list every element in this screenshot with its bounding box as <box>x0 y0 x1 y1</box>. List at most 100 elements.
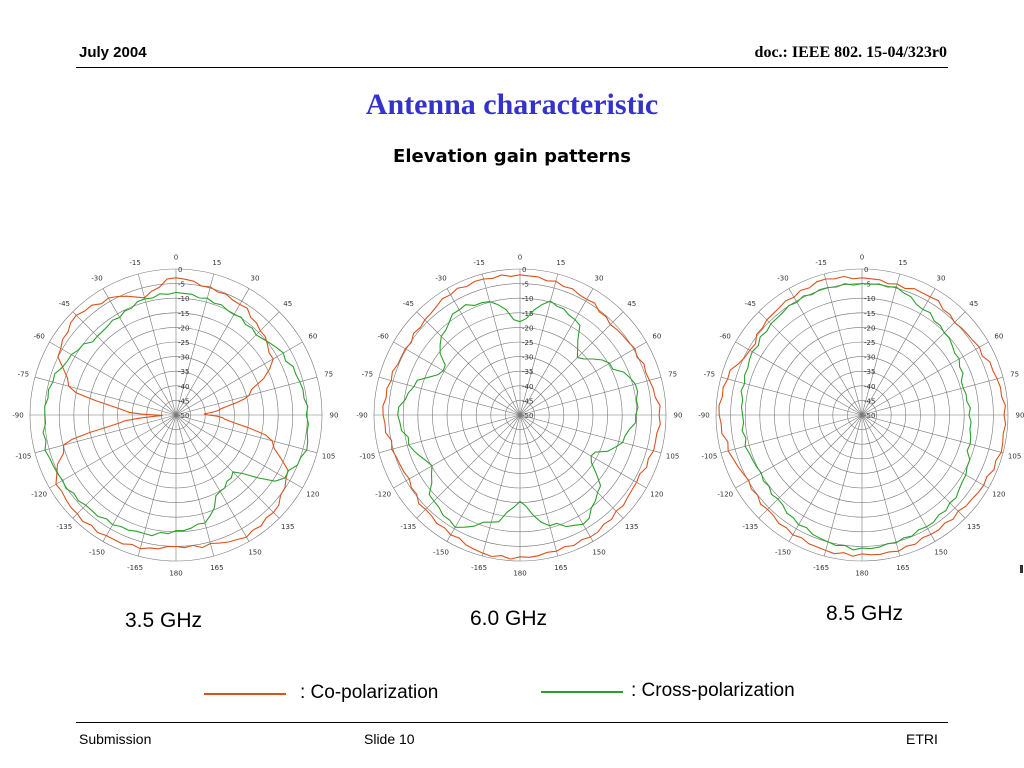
angle-tick-label: 30 <box>251 275 260 283</box>
angle-tick-label: -135 <box>400 523 416 531</box>
radial-tick-label: -40 <box>864 383 875 391</box>
radial-tick-label: -15 <box>522 310 533 318</box>
angle-tick-label: 0 <box>860 254 864 262</box>
angle-tick-label: 180 <box>855 570 868 578</box>
polar-grid-ring <box>29 268 323 562</box>
radial-tick-label: -50 <box>864 412 875 420</box>
polar-grid-spoke <box>393 341 521 416</box>
polar-grid-ring <box>88 327 264 503</box>
legend-co-line <box>204 693 286 695</box>
polar-grid-ring <box>131 370 221 460</box>
polar-grid-spoke <box>735 341 863 416</box>
angle-tick-label: 165 <box>210 564 223 572</box>
angle-tick-label: 0 <box>518 254 522 262</box>
angle-tick-label: -105 <box>15 452 31 460</box>
angle-tick-label: 90 <box>1016 412 1024 420</box>
angle-tick-label: 105 <box>322 452 335 460</box>
polar-grid-spoke <box>861 414 989 489</box>
radial-tick-label: -35 <box>864 368 875 376</box>
angle-tick-label: 165 <box>554 564 567 572</box>
angle-tick-label: 60 <box>308 333 317 341</box>
radial-tick-label: -45 <box>522 397 533 405</box>
angle-tick-label: -120 <box>717 491 733 499</box>
polar-grid-spoke <box>481 414 521 557</box>
polar-grid-spoke <box>861 376 1004 416</box>
polar-grid-spoke <box>102 288 177 416</box>
co-polarization-series <box>382 274 661 560</box>
radial-tick-label: -35 <box>178 368 189 376</box>
angle-tick-label: -135 <box>742 523 758 531</box>
polar-grid-spoke <box>481 273 521 416</box>
cross-polarization-series <box>397 300 639 528</box>
radial-tick-label: -50 <box>522 412 533 420</box>
angle-tick-label: 150 <box>592 548 605 556</box>
polar-grid-spoke <box>519 311 624 416</box>
radial-tick-label: -25 <box>178 339 189 347</box>
angle-tick-label: 30 <box>595 275 604 283</box>
polar-grid-spoke <box>861 414 1004 454</box>
polar-grid-spoke <box>393 414 521 489</box>
polar-grid-spoke <box>175 414 215 557</box>
angle-tick-label: -120 <box>375 491 391 499</box>
polar-grid-spoke <box>519 414 662 454</box>
footer-company: ETRI <box>906 731 938 747</box>
angle-tick-label: -45 <box>745 300 756 308</box>
polar-grid-spoke <box>175 414 280 519</box>
polar-grid-spoke <box>378 414 521 454</box>
polar-grid-ring <box>402 297 638 533</box>
polar-grid-spoke <box>735 414 863 489</box>
radial-tick-label: -40 <box>522 383 533 391</box>
polar-grid-spoke <box>788 414 863 542</box>
caption-6-0ghz: 6.0 GHz <box>470 607 548 630</box>
angle-tick-label: 135 <box>625 523 638 531</box>
polar-grid-ring <box>58 297 294 533</box>
polar-grid-spoke <box>72 414 177 519</box>
radial-tick-label: -10 <box>864 295 875 303</box>
angle-tick-label: -45 <box>403 300 414 308</box>
angle-tick-label: 165 <box>896 564 909 572</box>
radial-tick-label: -20 <box>522 324 533 332</box>
angle-tick-label: -15 <box>473 259 484 267</box>
radial-tick-label: -20 <box>178 324 189 332</box>
polar-grid-ring <box>847 400 877 430</box>
polar-grid-spoke <box>72 311 177 416</box>
angle-tick-label: -90 <box>12 412 23 420</box>
angle-tick-label: 60 <box>994 333 1003 341</box>
polar-grid-spoke <box>446 288 521 416</box>
polar-grid-spoke <box>416 311 521 416</box>
angle-tick-label: 45 <box>969 300 978 308</box>
cross-polarization-series <box>740 283 972 551</box>
angle-tick-label: 75 <box>1010 371 1019 379</box>
polar-grid-spoke <box>175 414 303 489</box>
angle-tick-label: -15 <box>815 259 826 267</box>
angle-tick-label: -60 <box>33 333 44 341</box>
polar-grid-spoke <box>720 376 863 416</box>
radial-tick-label: -5 <box>864 281 871 289</box>
polar-grid-spoke <box>519 414 624 519</box>
polar-grid-spoke <box>446 414 521 542</box>
polar-grid-spoke <box>519 414 647 489</box>
angle-tick-label: -90 <box>356 412 367 420</box>
angle-tick-label: -75 <box>18 371 29 379</box>
polar-grid-spoke <box>102 414 177 542</box>
radial-tick-label: -35 <box>522 368 533 376</box>
polar-grid-ring <box>788 341 936 489</box>
angle-tick-label: 150 <box>934 548 947 556</box>
polar-grid-spoke <box>758 311 863 416</box>
polar-grid-spoke <box>49 414 177 489</box>
header-doc-id: doc.: IEEE 802. 15-04/323r0 <box>754 44 947 61</box>
angle-tick-label: 0 <box>174 254 178 262</box>
angle-tick-label: 90 <box>330 412 339 420</box>
radial-tick-label: -5 <box>178 281 185 289</box>
angle-tick-label: -150 <box>89 548 105 556</box>
polar-grid-spoke <box>519 376 662 416</box>
radial-tick-label: -25 <box>864 339 875 347</box>
radial-tick-label: -40 <box>178 383 189 391</box>
polar-grid-spoke <box>378 376 521 416</box>
angle-tick-label: 15 <box>556 259 565 267</box>
polar-grid-spoke <box>34 376 177 416</box>
polar-grid-spoke <box>175 288 250 416</box>
polar-grid-spoke <box>519 273 559 416</box>
polar-grid-spoke <box>34 414 177 454</box>
polar-grid-spoke <box>861 288 936 416</box>
